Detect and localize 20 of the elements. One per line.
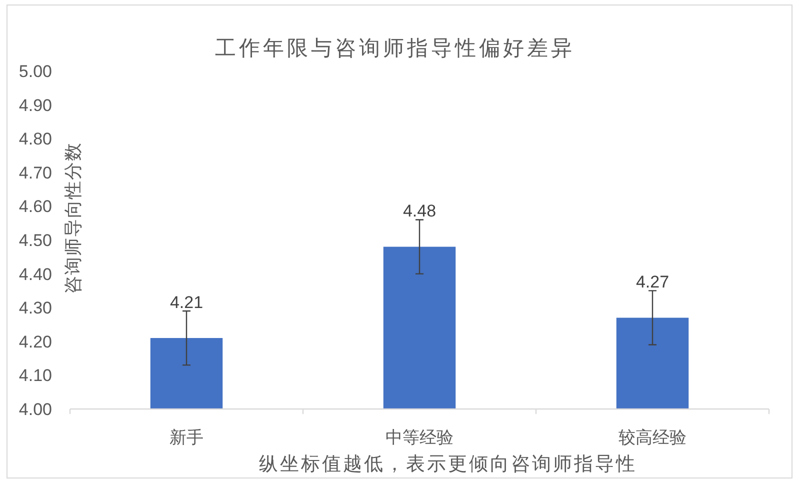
y-tick-label: 4.00 xyxy=(18,400,52,419)
data-label: 4.21 xyxy=(170,292,204,312)
x-tick-label: 中等经验 xyxy=(386,428,454,447)
y-tick-label: 4.50 xyxy=(18,231,52,250)
y-tick-label: 4.10 xyxy=(18,366,52,386)
y-axis-title: 咨询师导向性分数 xyxy=(63,142,83,294)
y-tick-label: 4.70 xyxy=(18,163,52,182)
x-tick-label: 较高经验 xyxy=(618,428,686,447)
y-tick-label: 4.40 xyxy=(18,264,52,284)
x-axis-title: 纵坐标值越低，表示更倾向咨询师指导性 xyxy=(259,454,637,475)
y-tick-label: 4.80 xyxy=(18,130,52,149)
y-tick-label: 4.90 xyxy=(18,96,52,115)
y-tick-label: 5.00 xyxy=(18,62,52,81)
y-tick-label: 4.20 xyxy=(18,332,52,352)
chart-title: 工作年限与咨询师指导性偏好差异 xyxy=(215,36,575,60)
data-label: 4.48 xyxy=(402,202,436,221)
x-tick-label: 新手 xyxy=(170,428,204,447)
y-tick-label: 4.60 xyxy=(18,197,52,216)
data-label: 4.27 xyxy=(636,272,670,292)
y-tick-label: 4.30 xyxy=(18,298,52,318)
